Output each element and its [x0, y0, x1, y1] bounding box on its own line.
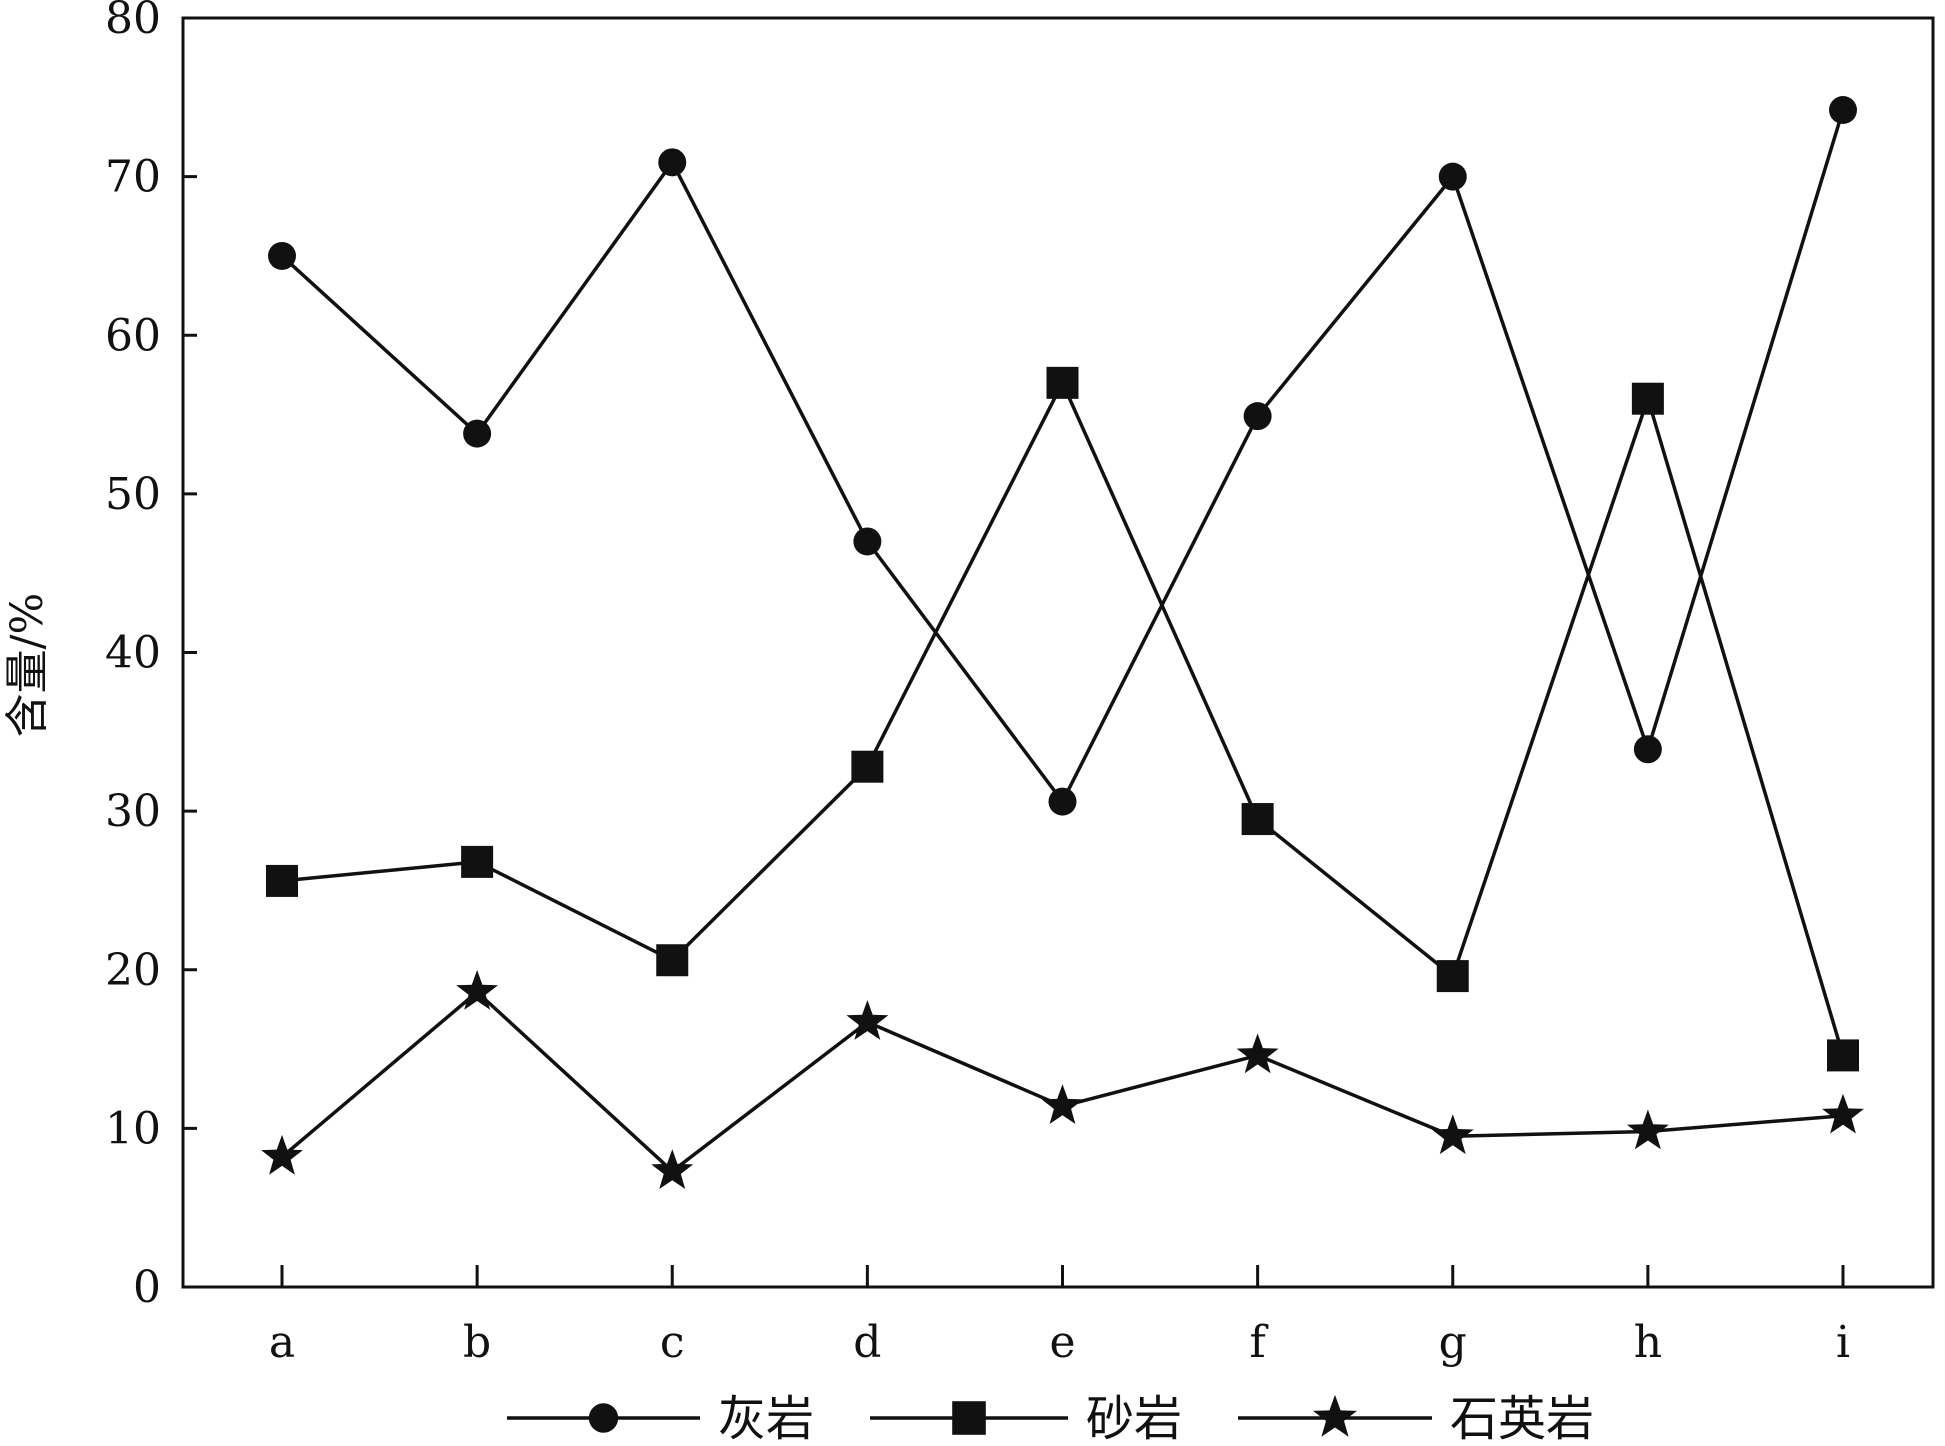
x-tick-label: h — [1634, 1317, 1662, 1368]
data-point-circle — [1243, 402, 1272, 431]
x-tick-label: g — [1439, 1317, 1467, 1368]
legend: 灰岩 砂岩 石英岩 — [507, 1391, 1594, 1446]
data-point-square — [1241, 803, 1274, 836]
x-tick-label: b — [463, 1317, 491, 1368]
data-point-square — [1436, 960, 1469, 993]
data-point-star — [456, 970, 498, 1010]
data-point-circle — [463, 419, 492, 448]
legend-label: 石英岩 — [1450, 1391, 1594, 1446]
data-point-square — [851, 750, 884, 783]
data-point-square — [266, 864, 298, 897]
axes — [181, 16, 1935, 1289]
y-tick-label: 10 — [105, 1103, 161, 1154]
legend-marker-square — [952, 1401, 986, 1435]
data-point-star — [1431, 1114, 1474, 1155]
x-tick-label: a — [269, 1317, 295, 1368]
data-point-star — [1627, 1109, 1669, 1150]
x-tick-label: d — [853, 1317, 881, 1368]
series-line-square — [281, 381, 1845, 1056]
data-point-circle — [1048, 787, 1077, 816]
data-point-circle — [268, 241, 296, 270]
data-point-star — [261, 1134, 303, 1175]
data-point-square — [461, 845, 494, 878]
x-tick-label: c — [660, 1317, 685, 1368]
data-point-square — [1631, 382, 1664, 415]
x-tick-label: e — [1049, 1317, 1075, 1368]
y-tick-label: 30 — [105, 786, 161, 837]
y-tick-label: 80 — [105, 0, 161, 44]
x-tick-label: f — [1249, 1317, 1268, 1368]
data-point-square — [656, 944, 689, 977]
series-line-circle — [280, 109, 1845, 804]
legend-marker-circle — [588, 1403, 619, 1433]
data-point-square — [1827, 1039, 1859, 1072]
legend-label: 灰岩 — [718, 1391, 814, 1446]
plot-frame — [181, 16, 1935, 1289]
data-point-star — [1236, 1033, 1279, 1074]
data-point-star — [846, 1000, 889, 1040]
y-tick-label: 50 — [105, 469, 161, 520]
legend-marker-star — [1313, 1394, 1357, 1437]
data-point-circle — [1829, 96, 1857, 125]
x-tick-label: i — [1836, 1317, 1850, 1368]
legend-label: 砂岩 — [1086, 1391, 1182, 1446]
data-point-circle — [1438, 162, 1467, 191]
y-ticks: 0 10 20 30 40 50 60 70 80 — [105, 0, 197, 1313]
y-tick-label: 60 — [105, 310, 161, 361]
series-markers — [261, 96, 1864, 1189]
data-point-star — [651, 1149, 694, 1189]
series-lines — [280, 109, 1845, 1173]
data-point-circle — [853, 527, 882, 556]
x-ticks: a b c d e f g h i — [269, 1265, 1850, 1368]
y-tick-label: 0 — [133, 1262, 161, 1313]
y-axis-title: 含量/% — [2, 593, 53, 738]
data-point-circle — [1633, 735, 1662, 764]
y-tick-label: 40 — [105, 628, 161, 679]
y-tick-label: 70 — [105, 152, 161, 203]
series-line-star — [280, 990, 1844, 1173]
data-point-square — [1046, 366, 1079, 399]
data-point-star — [1041, 1084, 1084, 1124]
y-tick-label: 20 — [105, 945, 161, 996]
data-point-circle — [658, 148, 687, 177]
data-point-star — [1822, 1093, 1864, 1134]
